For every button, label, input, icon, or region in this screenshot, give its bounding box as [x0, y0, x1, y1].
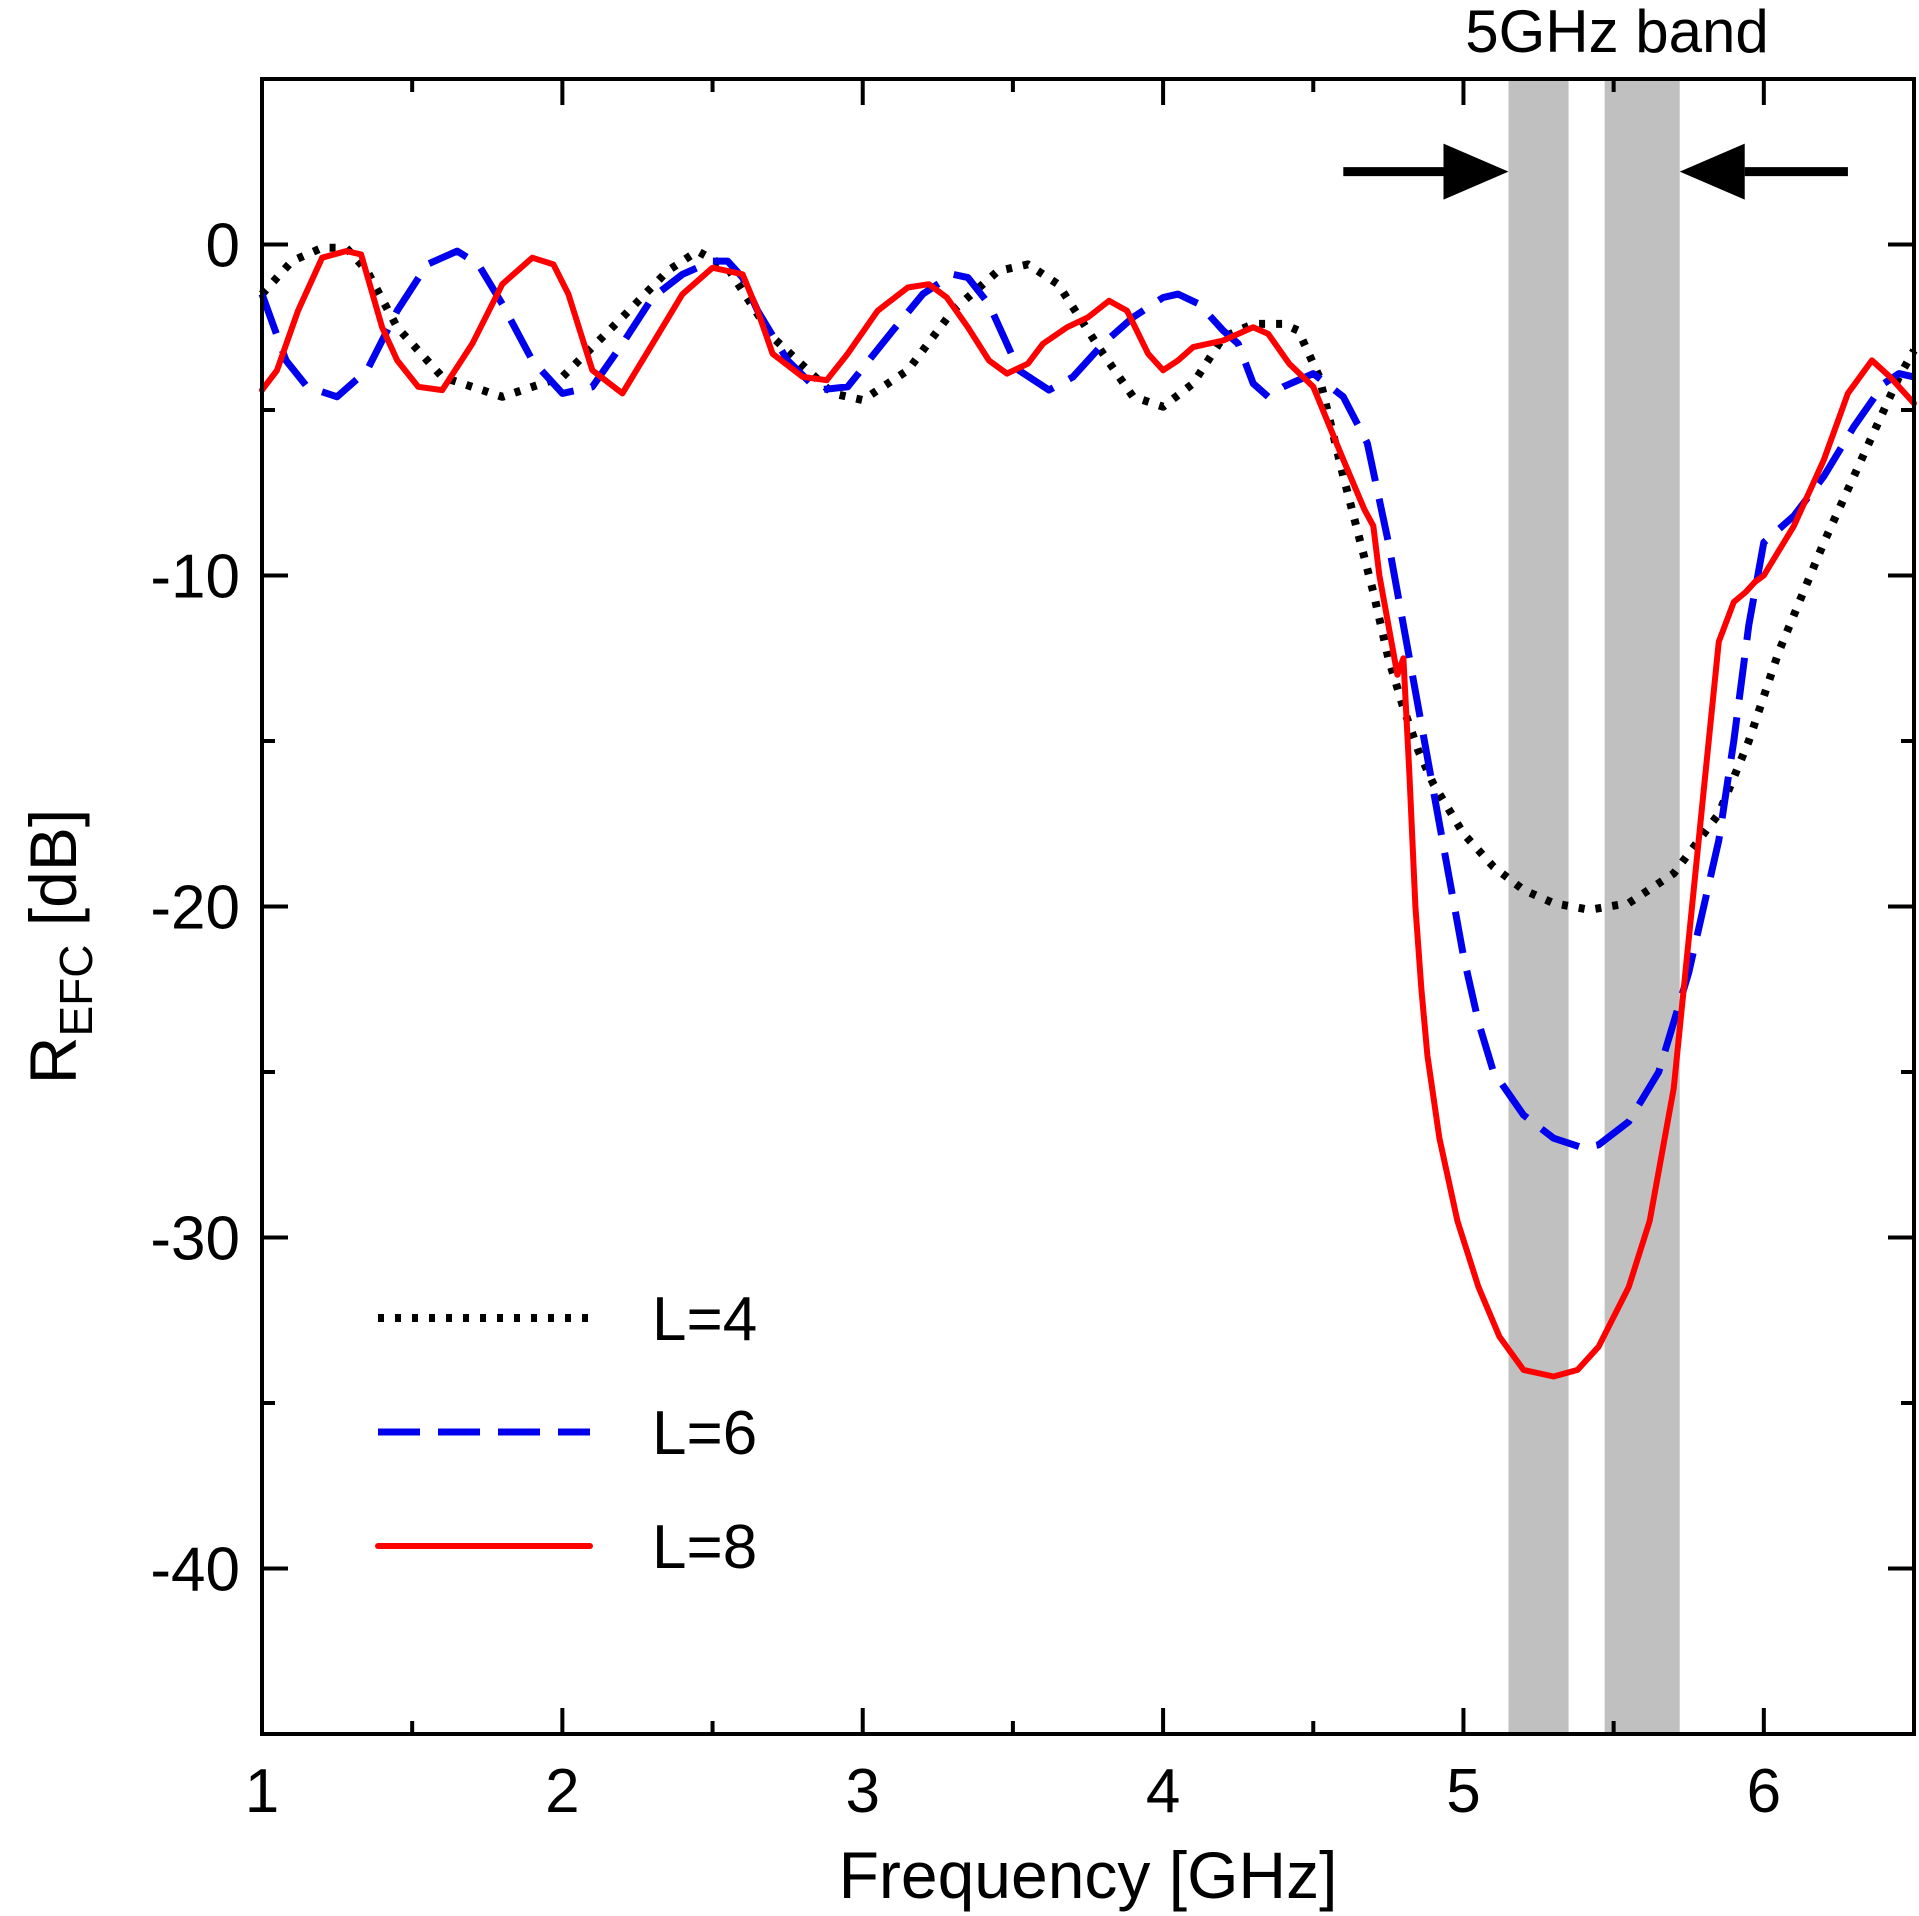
- series-line-2: [258, 247, 1915, 1152]
- frequency-bands: [1508, 79, 1680, 1734]
- plot-series: [258, 243, 1918, 1380]
- y-axis-title: REFC [dB]: [16, 809, 102, 1084]
- band-left-arrow-head: [1443, 143, 1509, 200]
- x-tick-label: 5: [1446, 1757, 1480, 1826]
- y-tick-label: 0: [206, 212, 240, 281]
- y-axis-title-main: R: [16, 1037, 90, 1085]
- band-right-arrow-head: [1679, 143, 1745, 200]
- band-label: 5GHz band: [1465, 0, 1769, 65]
- legend: L=4 L=6 L=8: [375, 1285, 757, 1582]
- x-tick-label: 1: [245, 1757, 279, 1826]
- legend-label-3: L=8: [652, 1513, 757, 1582]
- y-tick-label: -20: [150, 874, 240, 943]
- band-annotation: 5GHz band: [1343, 0, 1848, 200]
- series-line-3: [259, 248, 1917, 1380]
- x-axis-title: Frequency [GHz]: [839, 1838, 1338, 1912]
- band-1: [1508, 79, 1569, 1734]
- y-axis-title-subscript: EFC: [50, 945, 102, 1037]
- x-tick-label: 3: [845, 1757, 879, 1826]
- x-tick-label: 6: [1747, 1757, 1781, 1826]
- legend-label-2: L=6: [652, 1399, 757, 1468]
- y-tick-label: -40: [150, 1536, 240, 1605]
- y-axis-title-unit: [dB]: [16, 809, 90, 945]
- x-tick-label: 4: [1146, 1757, 1180, 1826]
- axis-ticks: [260, 79, 1916, 1734]
- series-line-1: [259, 243, 1918, 914]
- y-tick-label: -10: [150, 543, 240, 612]
- legend-label-1: L=4: [652, 1285, 757, 1354]
- axis-tick-labels: 1 2 3 4 5 6 0 -10 -20 -30 -40: [150, 212, 1781, 1827]
- y-tick-label: -30: [150, 1205, 240, 1274]
- x-tick-label: 2: [545, 1757, 579, 1826]
